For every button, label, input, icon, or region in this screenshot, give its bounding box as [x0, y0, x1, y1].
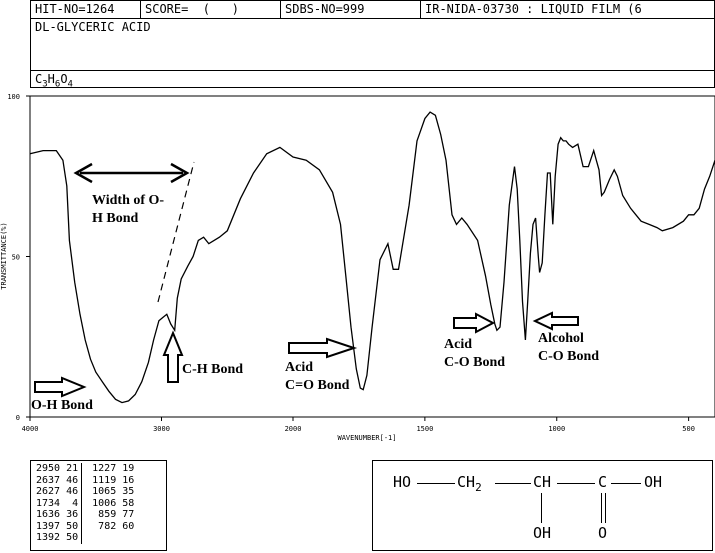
peaks-table-cell: 1006 — [82, 498, 120, 510]
oh-arrow — [35, 378, 84, 396]
peaks-table-cell: 19 — [119, 463, 137, 475]
peaks-table-cell: 60 — [119, 521, 137, 533]
peaks-table-row: 2950 21 1227 19 — [33, 463, 137, 475]
peaks-table-cell: 50 — [63, 521, 82, 533]
peaks-table-row: 1636 36 859 77 — [33, 509, 137, 521]
alcohol-co-label-2: C-O Bond — [538, 348, 599, 365]
structure-ch: CH — [533, 473, 551, 491]
structure-bond-2 — [495, 483, 531, 484]
structure-bond-4 — [611, 483, 641, 484]
oh-bond-label: O-H Bond — [31, 397, 93, 414]
peaks-table-cell: 859 — [82, 509, 120, 521]
ch-bond-label: C-H Bond — [182, 361, 243, 378]
peaks-table-cell: 50 — [63, 532, 82, 544]
x-tick-label-3000: 3000 — [153, 425, 170, 433]
peaks-table-cell: 77 — [119, 509, 137, 521]
acid-co-double-arrow — [289, 339, 354, 357]
peaks-table-cell: 1636 — [33, 509, 63, 521]
y-tick-label-50: 50 — [12, 254, 20, 262]
alcohol-co-arrow — [535, 313, 578, 329]
x-tick-label-1000: 1000 — [548, 425, 565, 433]
structure-ch2: CH2 — [457, 473, 482, 494]
structure-ho: HO — [393, 473, 411, 491]
structure-oh-top: OH — [644, 473, 662, 491]
peaks-table-row: 2637 46 1119 16 — [33, 475, 137, 487]
structure-vbond-c2 — [605, 493, 606, 523]
x-tick-label-4000: 4000 — [22, 425, 39, 433]
y-axis-label: TRANSMITTANCE(%) — [0, 222, 8, 289]
x-tick-label-2000: 2000 — [285, 425, 302, 433]
structure-c: C — [598, 473, 607, 491]
plot-frame — [30, 96, 715, 417]
peaks-table-cell: 782 — [82, 521, 120, 533]
peaks-table-cell: 21 — [63, 463, 82, 475]
peaks-table-cell: 58 — [119, 498, 137, 510]
structure-o: O — [598, 524, 607, 542]
peaks-table-cell: 16 — [119, 475, 137, 487]
structure-ch2-ch: CH — [457, 473, 475, 491]
width-double-arrow — [76, 164, 187, 182]
peaks-table-box: 2950 21 1227 19 2637 46 1119 16 2627 46 1065 35 1734… — [30, 460, 167, 551]
peaks-table-cell — [119, 532, 137, 544]
width-oh-label: Width of O-H Bond — [92, 192, 172, 228]
peaks-table-cell: 1734 — [33, 498, 63, 510]
peaks-table-row: 2627 46 1065 35 — [33, 486, 137, 498]
peaks-table-cell: 1397 — [33, 521, 63, 533]
peaks-table-cell: 35 — [119, 486, 137, 498]
y-tick-label-0: 0 — [16, 414, 20, 422]
peaks-table-cell: 36 — [63, 509, 82, 521]
peaks-table-cell: 46 — [63, 475, 82, 487]
structure-vbond-ch — [541, 493, 542, 523]
peaks-table-cell: 1119 — [82, 475, 120, 487]
spectrum-line — [30, 112, 715, 403]
peaks-table-cell — [82, 532, 120, 544]
peaks-table-row: 1392 50 — [33, 532, 137, 544]
ch-arrow — [164, 333, 182, 382]
peaks-table-cell: 1227 — [82, 463, 120, 475]
peaks-table-cell: 1392 — [33, 532, 63, 544]
peaks-table-cell: 4 — [63, 498, 82, 510]
acid-co-double-label-1: Acid — [285, 359, 313, 376]
structure-oh-bottom: OH — [533, 524, 551, 542]
acid-co-double-label-2: C=O Bond — [285, 377, 349, 394]
width-dashed-line — [158, 162, 194, 302]
peaks-table: 2950 21 1227 19 2637 46 1119 16 2627 46 1065 35 1734… — [33, 463, 137, 544]
x-tick-label-500: 500 — [682, 425, 695, 433]
structure-box: HO CH2 CH C OH OH O — [372, 460, 713, 551]
acid-co-label-1: Acid — [444, 336, 472, 353]
peaks-table-cell: 2637 — [33, 475, 63, 487]
peaks-table-row: 1397 50 782 60 — [33, 521, 137, 533]
alcohol-co-label-1: Alcohol — [538, 330, 584, 347]
structure-bond-3 — [557, 483, 595, 484]
y-tick-label-100: 100 — [7, 93, 20, 101]
axis-ticks: 4000 3000 2000 1500 1000 500 0 50 100 — [7, 93, 695, 433]
structure-ch2-sub: 2 — [475, 481, 482, 494]
structure-vbond-c1 — [601, 493, 602, 523]
x-axis-label: WAVENUMBER[-1] — [337, 434, 396, 442]
x-tick-label-1500: 1500 — [416, 425, 433, 433]
acid-co-arrow — [454, 314, 493, 332]
peaks-table-row: 1734 4 1006 58 — [33, 498, 137, 510]
peaks-table-cell: 1065 — [82, 486, 120, 498]
peaks-table-cell: 2950 — [33, 463, 63, 475]
acid-co-label-2: C-O Bond — [444, 354, 505, 371]
peaks-table-cell: 2627 — [33, 486, 63, 498]
structure-bond-1 — [417, 483, 455, 484]
peaks-table-cell: 46 — [63, 486, 82, 498]
